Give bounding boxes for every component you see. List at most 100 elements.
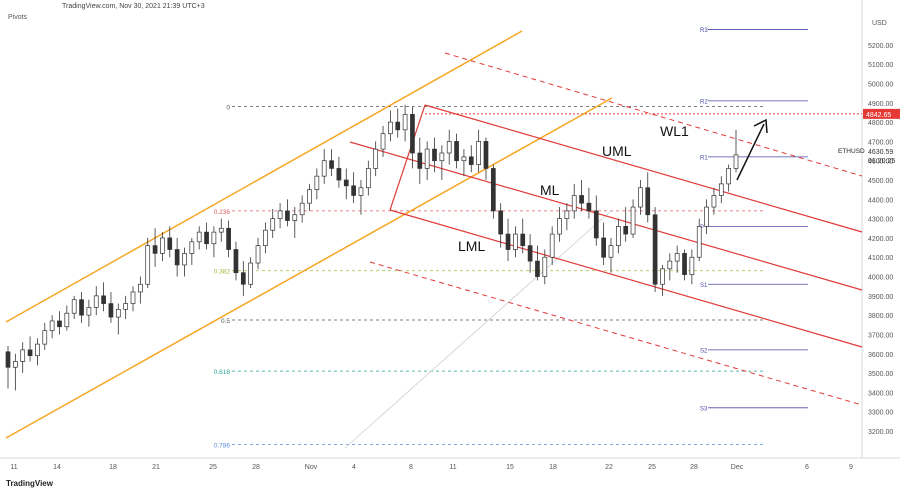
candle-body xyxy=(174,249,180,266)
x-tick-label: 28 xyxy=(690,464,698,471)
candle-body xyxy=(483,141,489,169)
x-tick-label: Nov xyxy=(305,464,318,471)
candle-body xyxy=(115,309,121,318)
pitchfork-handle xyxy=(389,104,426,211)
candle-body xyxy=(292,214,298,221)
candle-body xyxy=(726,168,731,185)
candle-body xyxy=(461,156,467,162)
candle-body xyxy=(263,229,268,247)
candle-body xyxy=(182,253,187,266)
pivot-label: S1 xyxy=(700,283,708,289)
candle-body xyxy=(307,189,312,204)
candle-body xyxy=(145,245,151,285)
candle-body xyxy=(564,210,570,219)
candle-body xyxy=(218,227,224,233)
y-tick-label: 4000.00 xyxy=(868,275,893,282)
candle-body xyxy=(733,154,739,169)
candle-body xyxy=(395,121,401,131)
candle-body xyxy=(468,156,474,165)
candle-body xyxy=(535,260,540,277)
candle-body xyxy=(645,187,651,216)
x-tick-label: 4 xyxy=(352,464,356,471)
candle-body xyxy=(373,148,379,169)
y-tick-label: 3500.00 xyxy=(868,371,893,378)
candle-body xyxy=(424,148,430,169)
tradingview-logo: TradingView xyxy=(6,479,53,488)
y-tick-label: 5200.00 xyxy=(868,43,893,50)
candle-body xyxy=(623,225,629,235)
candle-body xyxy=(351,185,356,196)
candle-body xyxy=(57,320,62,328)
y-tick-label: 3700.00 xyxy=(868,332,893,339)
candle-body xyxy=(402,114,408,131)
y-tick-label: 3800.00 xyxy=(868,313,893,320)
x-tick-label: 18 xyxy=(549,464,557,471)
candle-body xyxy=(277,210,283,219)
candle-body xyxy=(704,206,709,227)
y-tick-label: 4200.00 xyxy=(868,236,893,243)
y-tick-label: 3900.00 xyxy=(868,294,893,301)
candle-body xyxy=(27,349,33,357)
candle-body xyxy=(71,299,77,314)
candle-body xyxy=(608,245,614,258)
candle-body xyxy=(410,114,415,154)
candle-body xyxy=(718,183,724,196)
y-tick-label: 5000.00 xyxy=(868,81,893,88)
candle-body xyxy=(196,231,202,243)
candle-body xyxy=(689,256,695,275)
y-tick-label: 3300.00 xyxy=(868,410,893,417)
candle-body xyxy=(343,179,349,187)
fib-level-label: 0.5 xyxy=(221,318,230,325)
pitchfork-lower-line xyxy=(389,209,863,348)
candle-body xyxy=(630,206,636,235)
y-tick-label: 5100.00 xyxy=(868,62,893,69)
candle-body xyxy=(432,148,437,162)
y-tick-label: 4600.00 xyxy=(868,159,893,166)
x-tick-label: 21 xyxy=(152,464,160,471)
candle-body xyxy=(49,320,55,331)
candle-body xyxy=(711,195,717,208)
candle-body xyxy=(652,214,658,285)
candle-body xyxy=(520,233,526,247)
candle-body xyxy=(285,210,290,221)
candle-body xyxy=(336,168,342,181)
candle-body xyxy=(615,225,621,247)
candle-body xyxy=(255,245,261,264)
candle-body xyxy=(476,141,481,165)
candle-body xyxy=(108,303,114,318)
candle-body xyxy=(299,202,305,216)
candle-body xyxy=(417,152,423,169)
helper-line xyxy=(344,209,613,449)
candle-body xyxy=(527,245,533,262)
y-tick-label: 4700.00 xyxy=(868,139,893,146)
candle-body xyxy=(513,233,518,250)
candle-body xyxy=(505,233,511,250)
candle-body xyxy=(240,272,246,285)
x-tick-label: 11 xyxy=(10,464,17,471)
annotation-label: ML xyxy=(540,182,560,198)
candle-body xyxy=(674,253,680,262)
price-marker-box xyxy=(863,108,900,119)
candle-body xyxy=(5,351,11,368)
candle-body xyxy=(446,141,452,154)
candle-body xyxy=(93,295,99,308)
candle-body xyxy=(542,256,548,277)
warning-line-upper xyxy=(444,52,863,177)
candle-body xyxy=(682,253,687,275)
candle-body xyxy=(454,141,459,162)
x-tick-label: 18 xyxy=(109,464,117,471)
candle-body xyxy=(388,121,393,135)
candle-body xyxy=(571,195,577,212)
candle-body xyxy=(86,307,92,316)
candle-body xyxy=(138,283,143,293)
candle-body xyxy=(358,187,364,196)
candle-body xyxy=(667,260,673,270)
y-tick-label: 4900.00 xyxy=(868,101,893,108)
x-tick-label: 14 xyxy=(53,464,61,471)
pitchfork-upper-line xyxy=(424,104,863,233)
y-tick-label: 3200.00 xyxy=(868,429,893,436)
candle-body xyxy=(314,175,320,191)
candle-body xyxy=(167,237,173,250)
pivot-label: R2 xyxy=(700,99,708,105)
